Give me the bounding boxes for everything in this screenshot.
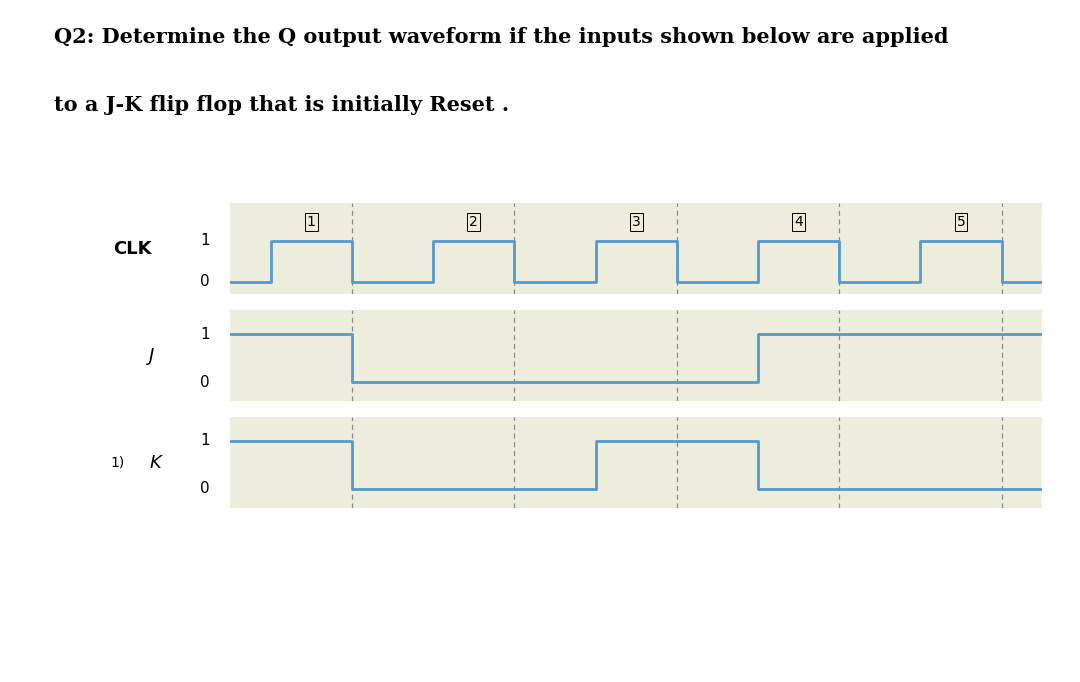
Text: 1: 1 [200,327,210,342]
Text: 1: 1 [307,215,315,229]
Text: K: K [149,454,161,471]
Text: J: J [149,346,154,365]
Text: 5: 5 [957,215,966,229]
Text: 0: 0 [200,481,210,496]
Text: 1: 1 [200,434,210,449]
Text: Q2: Determine the Q output waveform if the inputs shown below are applied: Q2: Determine the Q output waveform if t… [54,27,948,47]
Text: 4: 4 [794,215,802,229]
Text: 1: 1 [200,233,210,248]
Text: 0: 0 [200,374,210,389]
Text: CLK: CLK [113,240,152,258]
Text: 1): 1) [110,456,124,469]
Text: 3: 3 [632,215,640,229]
Text: 0: 0 [200,274,210,289]
Text: to a J-K flip flop that is initially Reset .: to a J-K flip flop that is initially Res… [54,95,509,115]
Text: 2: 2 [470,215,478,229]
